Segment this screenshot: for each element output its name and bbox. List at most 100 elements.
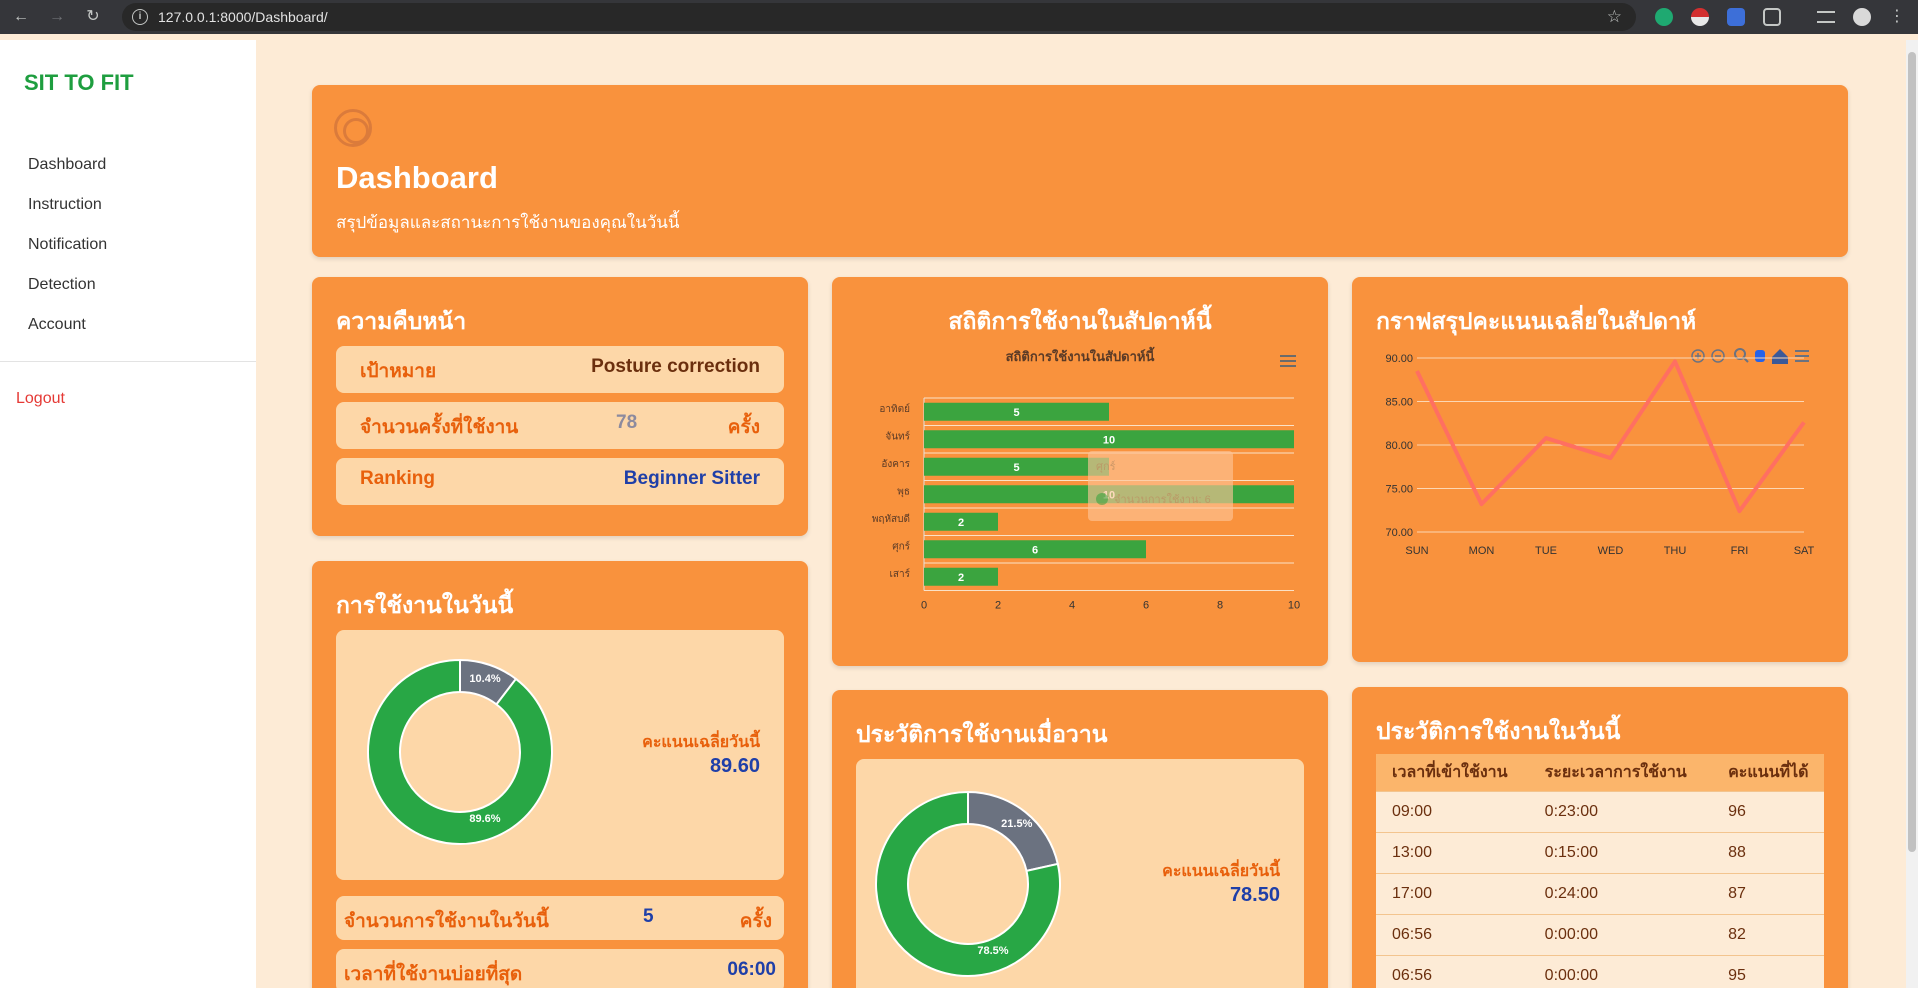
home-icon[interactable]: [1772, 349, 1788, 364]
magnifier-icon[interactable]: [1734, 348, 1749, 363]
pan-hand-icon[interactable]: [1755, 350, 1765, 362]
history-table-wrap: เวลาที่เข้าใช้งาน ระยะเวลาการใช้งาน คะแน…: [1376, 754, 1824, 988]
ranking-value: Beginner Sitter: [623, 468, 760, 489]
line-x-tick: FRI: [1731, 545, 1749, 557]
reload-icon[interactable]: ↻: [86, 8, 100, 25]
cell-duration: 0:24:00: [1528, 872, 1713, 914]
history-card: ประวัติการใช้งานในวันนี้ เวลาที่เข้าใช้ง…: [1352, 687, 1848, 988]
profile-avatar-icon[interactable]: [1853, 8, 1871, 26]
bar-category-label: ศุกร์: [892, 540, 910, 552]
zoom-in-icon[interactable]: [1691, 349, 1705, 363]
score-line: [1415, 359, 1806, 514]
bar-0[interactable]: [924, 402, 1109, 421]
tooltip-series-dot: [1096, 493, 1108, 505]
progress-card: ความคืบหน้า เป้าหมาย Posture correction …: [312, 277, 808, 536]
yesterday-donut-panel: 21.5% 78.5% คะแนนเฉลี่ยวันนี้ 78.50: [856, 759, 1304, 988]
line-x-tick: WED: [1598, 545, 1624, 557]
bar-x-tick: 6: [1143, 600, 1149, 612]
extensions-puzzle-icon[interactable]: [1763, 8, 1781, 26]
extension-green-icon[interactable]: [1655, 8, 1673, 26]
line-x-tick: THU: [1664, 545, 1687, 557]
usage-count-row: จำนวนครั้งที่ใช้งาน 78 ครั้ง: [336, 402, 784, 449]
site-info-icon[interactable]: i: [132, 9, 148, 25]
sidebar-item-instruction[interactable]: Instruction: [28, 196, 102, 213]
cell-time: 13:00: [1376, 831, 1529, 873]
bar-category-label: จันทร์: [885, 430, 910, 442]
browser-menu-icon[interactable]: ⋮: [1889, 8, 1905, 25]
usage-count-label: จำนวนครั้งที่ใช้งาน: [360, 417, 519, 438]
cell-time: 06:56: [1376, 913, 1529, 955]
line-y-tick: 80.00: [1385, 440, 1413, 452]
sidebar-item-detection[interactable]: Detection: [28, 276, 96, 293]
today-frequent-row: เวลาที่ใช้งานบ่อยที่สุด 06:00: [336, 949, 784, 988]
bar-5[interactable]: [924, 540, 1146, 559]
yesterday-avg-label: คะแนนเฉลี่ยวันนี้: [1162, 863, 1280, 880]
weekly-line-chart: 90.00 85.00 80.00 75.00 70.00 SUN MON TUE WED THU…: [1385, 348, 1815, 557]
bar-2[interactable]: [924, 457, 1109, 476]
today-donut-slice-good[interactable]: [367, 658, 553, 845]
yesterday-card: ประวัติการใช้งานเมื่อวาน 21.5% 78.5% คะแน…: [832, 690, 1328, 988]
bar-value-label: 2: [958, 517, 964, 529]
bar-value-label: 2: [958, 572, 964, 584]
bookmark-star-icon[interactable]: ☆: [1606, 7, 1622, 26]
bar-1[interactable]: [924, 430, 1294, 449]
page-subtitle: สรุปข้อมูลและสถานะการใช้งานของคุณในวันนี…: [336, 213, 680, 232]
cell-duration: 0:23:00: [1528, 790, 1713, 832]
page-scrollbar[interactable]: [1906, 40, 1918, 988]
yesterday-donut-slice-bad[interactable]: [967, 790, 1059, 873]
bar-x-tick: 2: [995, 600, 1001, 612]
bar-4[interactable]: [924, 512, 998, 531]
bar-x-tick: 0: [921, 600, 927, 612]
chart-menu-icon[interactable]: [1280, 355, 1296, 367]
ranking-row: Ranking Beginner Sitter: [336, 458, 784, 505]
yesterday-donut-slice-good[interactable]: [875, 790, 1061, 977]
cell-score: 88: [1712, 831, 1824, 873]
weekly-score-title: กราฟสรุปคะแนนเฉลี่ยในสัปดาห์: [1376, 308, 1697, 334]
table-row: 13:00 0:15:00 88: [1376, 831, 1824, 873]
extension-translate-icon[interactable]: [1727, 8, 1745, 26]
yesterday-donut-label-bad: 21.5%: [1001, 818, 1032, 830]
bar-6[interactable]: [924, 567, 998, 586]
bar-value-label: 5: [1013, 462, 1019, 474]
sidebar-item-account[interactable]: Account: [28, 316, 86, 333]
cell-duration: 0:00:00: [1528, 954, 1713, 988]
url-text[interactable]: 127.0.0.1:8000/Dashboard/: [158, 9, 328, 25]
line-x-tick: TUE: [1535, 545, 1557, 557]
forward-icon[interactable]: →: [49, 8, 65, 25]
yesterday-title: ประวัติการใช้งานเมื่อวาน: [856, 721, 1108, 747]
sidebar-item-dashboard[interactable]: Dashboard: [28, 156, 107, 173]
line-y-tick: 90.00: [1385, 353, 1413, 365]
zoom-out-icon[interactable]: [1711, 349, 1725, 363]
today-donut-chart: 10.4% 89.6%: [367, 658, 553, 845]
brand-logo[interactable]: SIT TO FIT: [24, 70, 134, 95]
sidebar-divider: [0, 361, 256, 362]
scrollbar-thumb[interactable]: [1908, 52, 1916, 852]
cell-duration: 0:00:00: [1528, 913, 1713, 955]
address-bar[interactable]: i 127.0.0.1:8000/Dashboard/ ☆: [122, 3, 1636, 31]
col-duration: ระยะเวลาการใช้งาน: [1528, 754, 1713, 791]
line-y-tick: 85.00: [1385, 397, 1413, 409]
back-icon[interactable]: ←: [13, 8, 29, 25]
line-y-tick: 70.00: [1385, 527, 1413, 539]
line-x-tick: SAT: [1794, 545, 1815, 557]
cell-score: 96: [1712, 790, 1824, 832]
weekly-stats-card: สถิติการใช้งานในสัปดาห์นี้ สถิติการใช้งา…: [832, 277, 1328, 666]
menu-icon[interactable]: [1795, 350, 1809, 362]
sidebar-item-notification[interactable]: Notification: [28, 236, 108, 253]
goal-row: เป้าหมาย Posture correction: [336, 346, 784, 393]
today-frequent-label: เวลาที่ใช้งานบ่อยที่สุด: [344, 964, 523, 985]
logout-link[interactable]: Logout: [16, 390, 65, 407]
history-title: ประวัติการใช้งานในวันนี้: [1376, 718, 1621, 744]
yesterday-donut-label-good: 78.5%: [977, 945, 1008, 957]
bar-category-label: พฤหัสบดี: [872, 513, 910, 525]
col-start-time: เวลาที่เข้าใช้งาน: [1376, 754, 1529, 791]
extension-pokeball-icon[interactable]: [1691, 8, 1709, 26]
today-usage-unit: ครั้ง: [739, 911, 772, 932]
bar-tooltip: ศุกร์ จำนวนการใช้งาน: 6: [1088, 451, 1233, 521]
table-row: 09:00 0:23:00 96: [1376, 790, 1824, 832]
bar-value-label: 5: [1013, 407, 1019, 419]
bar-value-label: 6: [1032, 544, 1038, 556]
cell-time: 06:56: [1376, 954, 1529, 988]
reading-list-icon[interactable]: [1817, 11, 1835, 23]
sidebar: SIT TO FIT Dashboard Instruction Notific…: [0, 40, 256, 988]
